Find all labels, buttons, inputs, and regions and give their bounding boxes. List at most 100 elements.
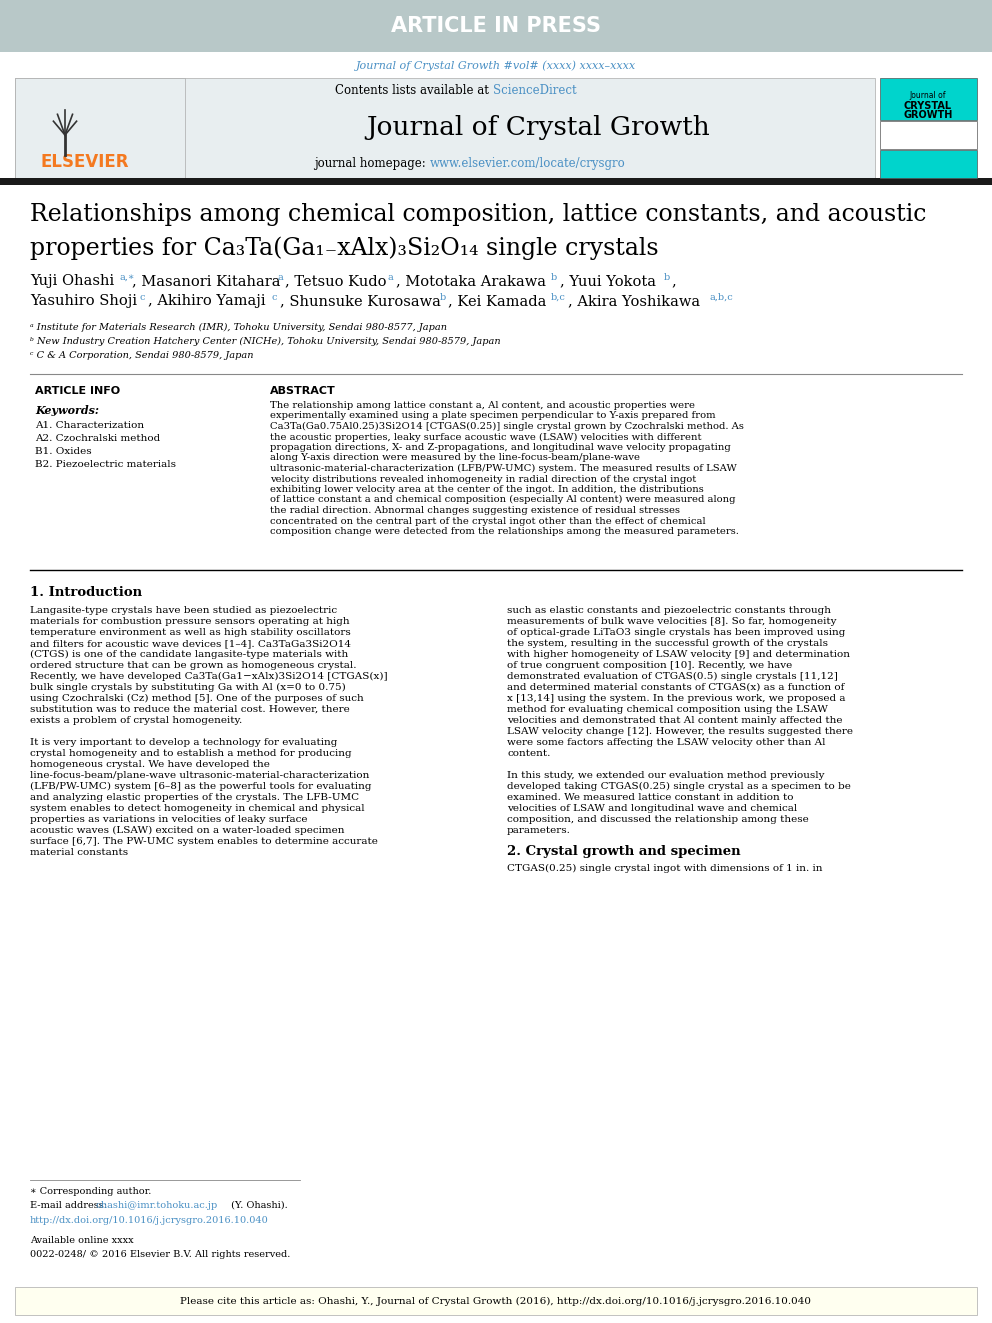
Text: line-focus-beam/plane-wave ultrasonic-material-characterization: line-focus-beam/plane-wave ultrasonic-ma… — [30, 771, 369, 781]
Text: , Shunsuke Kurosawa: , Shunsuke Kurosawa — [280, 294, 440, 308]
Text: exhibiting lower velocity area at the center of the ingot. In addition, the dist: exhibiting lower velocity area at the ce… — [270, 486, 703, 493]
Text: CTGAS(0.25) single crystal ingot with dimensions of 1 in. in: CTGAS(0.25) single crystal ingot with di… — [507, 864, 822, 873]
Text: method for evaluating chemical composition using the LSAW: method for evaluating chemical compositi… — [507, 705, 828, 714]
Text: such as elastic constants and piezoelectric constants through: such as elastic constants and piezoelect… — [507, 606, 831, 615]
Text: a,b,c: a,b,c — [710, 292, 734, 302]
Text: x [13,14] using the system. In the previous work, we proposed a: x [13,14] using the system. In the previ… — [507, 695, 845, 703]
Bar — [880, 149, 977, 179]
Text: GROWTH: GROWTH — [904, 110, 952, 120]
Text: Yasuhiro Shoji: Yasuhiro Shoji — [30, 294, 137, 308]
Text: The relationship among lattice constant a, Al content, and acoustic properties w: The relationship among lattice constant … — [270, 401, 695, 410]
Bar — [15, 78, 185, 179]
Text: (Y. Ohashi).: (Y. Ohashi). — [228, 1201, 288, 1211]
Text: ᶜ C & A Corporation, Sendai 980-8579, Japan: ᶜ C & A Corporation, Sendai 980-8579, Ja… — [30, 351, 254, 360]
Text: Yuji Ohashi: Yuji Ohashi — [30, 274, 114, 288]
Text: 1. Introduction: 1. Introduction — [30, 586, 142, 599]
Text: using Czochralski (Cz) method [5]. One of the purposes of such: using Czochralski (Cz) method [5]. One o… — [30, 693, 364, 703]
Text: ScienceDirect: ScienceDirect — [493, 83, 576, 97]
Text: b,c: b,c — [551, 292, 565, 302]
Text: and filters for acoustic wave devices [1–4]. Ca3TaGa3Si2O14: and filters for acoustic wave devices [1… — [30, 639, 351, 648]
Text: materials for combustion pressure sensors operating at high: materials for combustion pressure sensor… — [30, 617, 349, 626]
Text: the system, resulting in the successful growth of the crystals: the system, resulting in the successful … — [507, 639, 828, 648]
Text: b: b — [664, 273, 671, 282]
Text: Contents lists available at: Contents lists available at — [335, 83, 493, 97]
Text: ABSTRACT: ABSTRACT — [270, 386, 335, 396]
Text: a: a — [277, 273, 283, 282]
Text: parameters.: parameters. — [507, 826, 570, 835]
Bar — [0, 179, 992, 185]
Text: It is very important to develop a technology for evaluating: It is very important to develop a techno… — [30, 738, 337, 747]
Text: and determined material constants of CTGAS(x) as a function of: and determined material constants of CTG… — [507, 683, 844, 692]
Text: ARTICLE IN PRESS: ARTICLE IN PRESS — [391, 16, 601, 36]
Text: ᵃ Institute for Materials Research (IMR), Tohoku University, Sendai 980-8577, Ja: ᵃ Institute for Materials Research (IMR)… — [30, 323, 447, 332]
Bar — [0, 0, 992, 52]
Text: (CTGS) is one of the candidate langasite-type materials with: (CTGS) is one of the candidate langasite… — [30, 650, 348, 659]
Text: Please cite this article as: Ohashi, Y., Journal of Crystal Growth (2016), http:: Please cite this article as: Ohashi, Y.,… — [181, 1297, 811, 1306]
Text: properties as variations in velocities of leaky surface: properties as variations in velocities o… — [30, 815, 308, 824]
Text: Keywords:: Keywords: — [35, 405, 99, 415]
Text: velocity distributions revealed inhomogeneity in radial direction of the crystal: velocity distributions revealed inhomoge… — [270, 475, 696, 483]
Text: (LFB/PW-UMC) system [6–8] as the powerful tools for evaluating: (LFB/PW-UMC) system [6–8] as the powerfu… — [30, 782, 371, 791]
Text: propagation directions, X- and Z-propagations, and longitudinal wave velocity pr: propagation directions, X- and Z-propaga… — [270, 443, 731, 452]
Text: LSAW velocity change [12]. However, the results suggested there: LSAW velocity change [12]. However, the … — [507, 728, 853, 736]
Text: b: b — [551, 273, 558, 282]
Text: ultrasonic-material-characterization (LFB/PW-UMC) system. The measured results o: ultrasonic-material-characterization (LF… — [270, 464, 737, 474]
Text: material constants: material constants — [30, 848, 128, 857]
Text: B1. Oxides: B1. Oxides — [35, 447, 91, 456]
Text: Relationships among chemical composition, lattice constants, and acoustic: Relationships among chemical composition… — [30, 204, 927, 226]
Text: crystal homogeneity and to establish a method for producing: crystal homogeneity and to establish a m… — [30, 749, 351, 758]
Text: a,∗: a,∗ — [119, 273, 135, 282]
Bar — [880, 120, 977, 149]
Text: CRYSTAL: CRYSTAL — [904, 101, 952, 111]
Text: developed taking CTGAS(0.25) single crystal as a specimen to be: developed taking CTGAS(0.25) single crys… — [507, 782, 851, 791]
Text: of true congruent composition [10]. Recently, we have: of true congruent composition [10]. Rece… — [507, 662, 793, 669]
Text: a: a — [388, 273, 394, 282]
Text: , Masanori Kitahara: , Masanori Kitahara — [132, 274, 281, 288]
Text: substitution was to reduce the material cost. However, there: substitution was to reduce the material … — [30, 705, 350, 714]
Text: , Yuui Yokota: , Yuui Yokota — [560, 274, 656, 288]
Text: composition, and discussed the relationship among these: composition, and discussed the relations… — [507, 815, 808, 824]
Text: Journal of Crystal Growth: Journal of Crystal Growth — [366, 115, 710, 140]
Text: surface [6,7]. The PW-UMC system enables to determine accurate: surface [6,7]. The PW-UMC system enables… — [30, 837, 378, 845]
Text: B2. Piezoelectric materials: B2. Piezoelectric materials — [35, 460, 176, 468]
Text: ARTICLE INFO: ARTICLE INFO — [35, 386, 120, 396]
Text: concentrated on the central part of the crystal ingot other than the effect of c: concentrated on the central part of the … — [270, 516, 705, 525]
Text: Ca3Ta(Ga0.75Al0.25)3Si2O14 [CTGAS(0.25)] single crystal grown by Czochralski met: Ca3Ta(Ga0.75Al0.25)3Si2O14 [CTGAS(0.25)]… — [270, 422, 744, 431]
Text: system enables to detect homogeneity in chemical and physical: system enables to detect homogeneity in … — [30, 804, 365, 814]
Text: journal homepage:: journal homepage: — [314, 156, 430, 169]
Bar — [15, 78, 875, 179]
Text: 2. Crystal growth and specimen: 2. Crystal growth and specimen — [507, 845, 741, 859]
Text: Journal of Crystal Growth #vol# (xxxx) xxxx–xxxx: Journal of Crystal Growth #vol# (xxxx) x… — [356, 61, 636, 71]
Text: A1. Characterization: A1. Characterization — [35, 421, 144, 430]
Text: Recently, we have developed Ca3Ta(Ga1−xAlx)3Si2O14 [CTGAS(x)]: Recently, we have developed Ca3Ta(Ga1−xA… — [30, 672, 388, 681]
Text: c: c — [272, 292, 278, 302]
Text: In this study, we extended our evaluation method previously: In this study, we extended our evaluatio… — [507, 771, 824, 781]
Text: A2. Czochralski method: A2. Czochralski method — [35, 434, 161, 443]
Text: Journal of: Journal of — [910, 91, 946, 101]
Text: E-mail address:: E-mail address: — [30, 1201, 110, 1211]
Text: , Akira Yoshikawa: , Akira Yoshikawa — [568, 294, 700, 308]
Text: examined. We measured lattice constant in addition to: examined. We measured lattice constant i… — [507, 792, 794, 802]
Text: with higher homogeneity of LSAW velocity [9] and determination: with higher homogeneity of LSAW velocity… — [507, 650, 850, 659]
Text: of lattice constant a and chemical composition (especially Al content) were meas: of lattice constant a and chemical compo… — [270, 495, 735, 504]
Text: bulk single crystals by substituting Ga with Al (x=0 to 0.75): bulk single crystals by substituting Ga … — [30, 683, 346, 692]
Text: , Akihiro Yamaji: , Akihiro Yamaji — [148, 294, 266, 308]
Text: Available online xxxx: Available online xxxx — [30, 1236, 134, 1245]
Text: composition change were detected from the relationships among the measured param: composition change were detected from th… — [270, 527, 739, 536]
Bar — [880, 78, 977, 120]
Text: b: b — [440, 292, 446, 302]
Text: , Mototaka Arakawa: , Mototaka Arakawa — [396, 274, 546, 288]
Text: were some factors affecting the LSAW velocity other than Al: were some factors affecting the LSAW vel… — [507, 738, 825, 747]
Text: measurements of bulk wave velocities [8]. So far, homogeneity: measurements of bulk wave velocities [8]… — [507, 617, 836, 626]
Text: http://dx.doi.org/10.1016/j.jcrysgro.2016.10.040: http://dx.doi.org/10.1016/j.jcrysgro.201… — [30, 1216, 269, 1225]
Text: along Y-axis direction were measured by the line-focus-beam/plane-wave: along Y-axis direction were measured by … — [270, 454, 640, 463]
Text: ordered structure that can be grown as homogeneous crystal.: ordered structure that can be grown as h… — [30, 662, 356, 669]
Text: , Tetsuo Kudo: , Tetsuo Kudo — [285, 274, 387, 288]
Text: Langasite-type crystals have been studied as piezoelectric: Langasite-type crystals have been studie… — [30, 606, 337, 615]
Text: demonstrated evaluation of CTGAS(0.5) single crystals [11,12]: demonstrated evaluation of CTGAS(0.5) si… — [507, 672, 838, 681]
Text: ohashi@imr.tohoku.ac.jp: ohashi@imr.tohoku.ac.jp — [95, 1201, 217, 1211]
Text: exists a problem of crystal homogeneity.: exists a problem of crystal homogeneity. — [30, 716, 242, 725]
Text: properties for Ca₃Ta(Ga₁₋xAlx)₃Si₂O₁₄ single crystals: properties for Ca₃Ta(Ga₁₋xAlx)₃Si₂O₁₄ si… — [30, 237, 659, 259]
Text: www.elsevier.com/locate/crysgro: www.elsevier.com/locate/crysgro — [430, 156, 626, 169]
Text: ᵇ New Industry Creation Hatchery Center (NICHe), Tohoku University, Sendai 980-8: ᵇ New Industry Creation Hatchery Center … — [30, 337, 501, 347]
